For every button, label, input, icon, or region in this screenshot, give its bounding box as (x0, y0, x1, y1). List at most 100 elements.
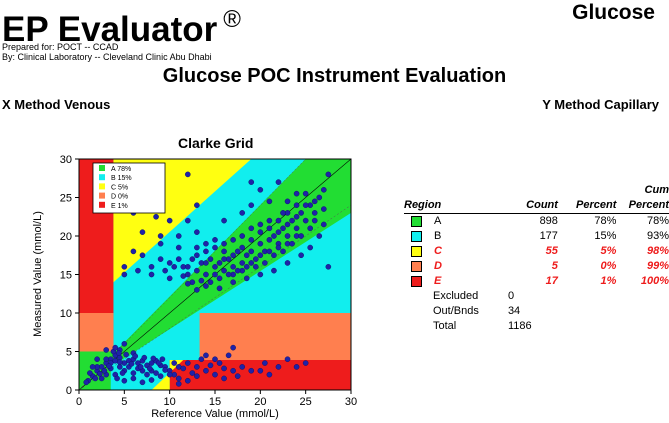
data-point (203, 248, 209, 255)
zone-c-lower (151, 359, 184, 390)
data-point (194, 244, 200, 251)
data-point (293, 364, 300, 370)
y-tick-label: 20 (60, 231, 72, 243)
data-point (159, 356, 166, 363)
data-point (112, 344, 119, 351)
data-point (284, 233, 291, 239)
region-a-swatch (411, 215, 422, 227)
data-point (194, 202, 200, 208)
total-value: 1186 (507, 320, 532, 332)
data-point (257, 240, 264, 247)
data-point (257, 252, 264, 259)
data-point (106, 363, 112, 369)
data-point (207, 362, 214, 369)
col-header-region: Region (404, 198, 504, 214)
data-point (94, 356, 100, 363)
data-point (248, 179, 255, 185)
excluded-value: 0 (507, 290, 515, 302)
data-point (114, 375, 120, 382)
data-point (311, 198, 318, 205)
data-point (166, 260, 173, 266)
region-d-swatch (411, 260, 422, 272)
data-point (89, 364, 96, 370)
data-point (180, 263, 187, 270)
data-point (248, 260, 255, 266)
region-label: D (434, 260, 442, 272)
data-point (139, 229, 146, 235)
x-tick-label: 25 (300, 396, 312, 408)
count-cell: 17 (545, 275, 558, 287)
data-point (166, 217, 173, 224)
data-point (171, 360, 177, 366)
data-point (230, 252, 236, 259)
data-point (121, 263, 128, 270)
data-point (248, 248, 255, 255)
data-point (320, 221, 327, 228)
zone-e-lower (169, 359, 351, 390)
data-point (302, 202, 309, 208)
data-point (266, 371, 273, 378)
data-point (293, 213, 300, 220)
data-point (146, 365, 153, 372)
data-point (216, 260, 223, 266)
data-point (155, 360, 162, 366)
data-point (302, 190, 309, 197)
region-label: B (434, 230, 442, 242)
data-points (83, 163, 332, 387)
data-point (130, 375, 137, 382)
data-point (198, 356, 205, 363)
data-point (157, 240, 164, 247)
data-point (280, 210, 286, 216)
y-tick-label: 10 (60, 308, 72, 320)
out-of-bounds-value: 34 (507, 305, 521, 317)
data-point (302, 360, 309, 366)
x-axis-label: Reference Value (mmol/L) (151, 408, 279, 420)
region-c-swatch (411, 245, 422, 257)
data-point (275, 179, 282, 185)
data-point (243, 252, 250, 259)
y-axis-label: Measured Value (mmol/L) (32, 211, 44, 337)
data-point (284, 356, 291, 363)
count-cell: 898 (539, 215, 558, 227)
cum-percent-cell: 78% (646, 215, 669, 227)
data-point (203, 271, 209, 278)
data-point (266, 217, 273, 224)
total-label: Total (433, 320, 457, 332)
data-point (248, 367, 255, 374)
data-point (221, 240, 227, 247)
legend-label: A 78% (111, 166, 131, 173)
data-point (123, 351, 129, 358)
region-label: C (434, 245, 442, 257)
data-point (234, 373, 241, 379)
legend-swatch (99, 192, 105, 199)
data-point (87, 370, 93, 376)
data-point (103, 347, 109, 353)
data-point (194, 252, 200, 259)
data-point (117, 359, 123, 366)
x-tick-label: 15 (209, 396, 221, 408)
data-point (101, 367, 108, 374)
region-label: E (434, 275, 442, 287)
y-tick-label: 5 (66, 347, 72, 359)
y-tick-label: 25 (60, 193, 72, 205)
legend-swatch (99, 174, 105, 181)
data-point (239, 364, 245, 370)
region-label: A (434, 215, 442, 227)
region-e-swatch (411, 275, 422, 287)
data-point (221, 365, 227, 372)
data-point (175, 381, 182, 387)
data-point (216, 275, 223, 282)
data-point (289, 240, 295, 247)
table-row: B 177 15% 93% (404, 229, 669, 244)
data-point (316, 233, 323, 239)
data-point (311, 210, 318, 216)
data-point (311, 217, 318, 224)
report-title: Glucose POC Instrument Evaluation (162, 65, 507, 87)
data-point (128, 361, 135, 367)
chart-axes: 0 5 10 15 20 25 30 0 5 10 15 20 25 30 (60, 154, 357, 408)
data-point (298, 252, 304, 259)
table-row: Excluded 0 (404, 289, 669, 304)
data-point (275, 244, 282, 251)
data-point (266, 198, 273, 205)
